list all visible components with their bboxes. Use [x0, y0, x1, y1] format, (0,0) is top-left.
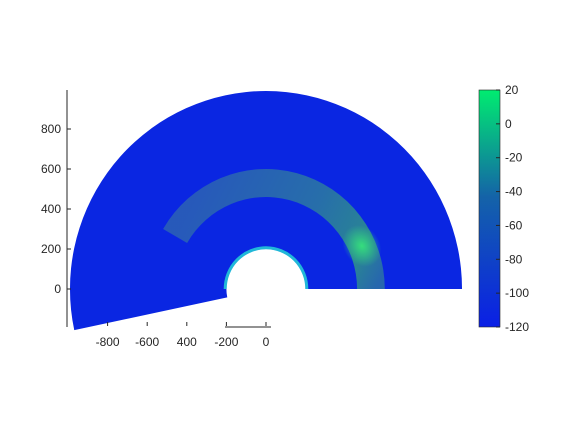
colorbar-tick-label: -60 [505, 218, 523, 232]
x-tick-label: -600 [135, 335, 159, 349]
x-tick-label: 400 [177, 335, 197, 349]
y-tick-label: 600 [41, 162, 61, 176]
x-tick-label: 0 [263, 335, 270, 349]
colorbar-tick-label: -20 [505, 151, 523, 165]
colorbar-tick-label: -100 [505, 286, 529, 300]
intensity-band [163, 169, 385, 289]
colorbar: 20 0 -20 -40 -60 -80 -100 -120 [478, 83, 529, 334]
y-tick-label: 200 [41, 242, 61, 256]
x-tick-label: -200 [214, 335, 238, 349]
y-tick-label: 800 [41, 122, 61, 136]
heatmap-sector [69, 90, 463, 331]
colorbar-tick-label: 20 [505, 83, 519, 97]
axes: 0 200 400 600 800 -800 -600 400 -200 0 [41, 90, 271, 349]
inner-rim [223, 246, 309, 290]
x-tick-label: -800 [96, 335, 120, 349]
colorbar-tick-label: -120 [505, 320, 529, 334]
colorbar-tick-label: 0 [505, 117, 512, 131]
colorbar-gradient [478, 89, 501, 328]
colorbar-tick-label: -80 [505, 252, 523, 266]
y-tick-label: 0 [54, 282, 61, 296]
colorbar-tick-label: -40 [505, 185, 523, 199]
band-peak [342, 225, 382, 267]
plot-area [69, 90, 463, 331]
y-tick-label: 400 [41, 202, 61, 216]
